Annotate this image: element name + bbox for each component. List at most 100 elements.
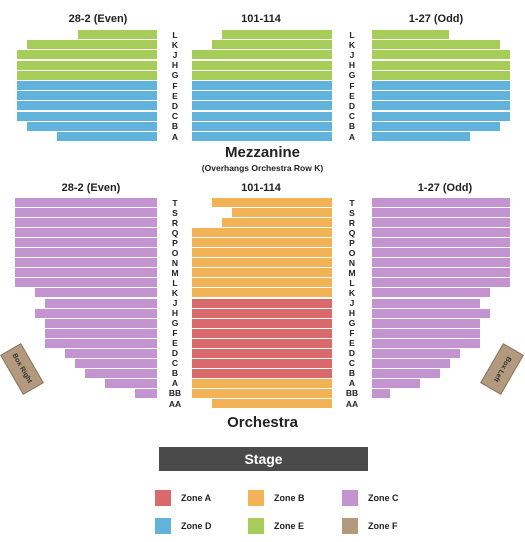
orch-center-row-AA[interactable] bbox=[212, 399, 332, 408]
orch-center-row-BB[interactable] bbox=[192, 388, 332, 398]
orch-left-row-D[interactable] bbox=[65, 348, 157, 358]
orch-center-row-A[interactable] bbox=[192, 378, 332, 388]
orch-left-row-F[interactable] bbox=[45, 328, 157, 338]
orch-left-row-T[interactable] bbox=[15, 198, 157, 207]
mezz-left-row-L[interactable] bbox=[78, 30, 157, 39]
orch-right-row-G[interactable] bbox=[372, 318, 480, 328]
orch-right-row-S[interactable] bbox=[372, 208, 510, 218]
mezz-left-row-K[interactable] bbox=[27, 40, 157, 50]
mezz-left-row-G[interactable] bbox=[17, 70, 157, 80]
mezz-right-row-L[interactable] bbox=[372, 30, 449, 39]
mezz-center-row-E[interactable] bbox=[192, 91, 332, 101]
mezz-center-row-K[interactable] bbox=[212, 40, 332, 50]
mezz-right-row-H[interactable] bbox=[372, 60, 510, 70]
orch-center-row-H[interactable] bbox=[192, 308, 332, 318]
mezz-center-row-B[interactable] bbox=[192, 121, 332, 131]
orch-right-row-BB[interactable] bbox=[372, 388, 390, 398]
orch-center-row-S[interactable] bbox=[232, 208, 332, 218]
legend-zone-c[interactable]: Zone C bbox=[342, 490, 399, 506]
mezz-left-row-C[interactable] bbox=[17, 111, 157, 121]
box-left[interactable]: Box Left bbox=[480, 343, 524, 395]
orch-left-row-N[interactable] bbox=[15, 258, 157, 268]
orch-right-row-N[interactable] bbox=[372, 258, 510, 268]
orch-center-row-P[interactable] bbox=[192, 238, 332, 248]
mezz-right-row-E[interactable] bbox=[372, 91, 510, 101]
mezz-left-row-D[interactable] bbox=[17, 101, 157, 111]
orch-right-row-H[interactable] bbox=[372, 308, 490, 318]
mezz-right-row-G[interactable] bbox=[372, 70, 510, 80]
orch-left-row-E[interactable] bbox=[45, 338, 157, 348]
orch-center-row-R[interactable] bbox=[222, 218, 332, 228]
mezz-left-row-J[interactable] bbox=[17, 50, 157, 60]
orch-center-row-N[interactable] bbox=[192, 258, 332, 268]
mezz-center-row-G[interactable] bbox=[192, 70, 332, 80]
orch-left-row-P[interactable] bbox=[15, 238, 157, 248]
orch-right-row-C[interactable] bbox=[372, 358, 450, 368]
orch-right-row-Q[interactable] bbox=[372, 228, 510, 238]
orch-right-row-E[interactable] bbox=[372, 338, 480, 348]
legend-zone-d[interactable]: Zone D bbox=[155, 518, 212, 534]
mezz-right-row-J[interactable] bbox=[372, 50, 510, 60]
legend-zone-e[interactable]: Zone E bbox=[248, 518, 304, 534]
mezz-left-row-E[interactable] bbox=[17, 91, 157, 101]
orch-right-row-R[interactable] bbox=[372, 218, 510, 228]
legend-zone-a[interactable]: Zone A bbox=[155, 490, 211, 506]
orch-center-row-C[interactable] bbox=[192, 358, 332, 368]
orch-right-row-J[interactable] bbox=[372, 298, 480, 308]
orch-center-row-Q[interactable] bbox=[192, 228, 332, 238]
mezz-right-row-A[interactable] bbox=[372, 132, 470, 141]
orch-center-row-F[interactable] bbox=[192, 328, 332, 338]
orch-right-row-O[interactable] bbox=[372, 248, 510, 258]
orch-left-row-M[interactable] bbox=[15, 268, 157, 278]
orch-left-row-Q[interactable] bbox=[15, 228, 157, 238]
orch-center-row-L[interactable] bbox=[192, 278, 332, 288]
mezz-center-row-F[interactable] bbox=[192, 81, 332, 90]
legend-zone-b[interactable]: Zone B bbox=[248, 490, 305, 506]
orch-center-row-J[interactable] bbox=[192, 298, 332, 308]
orch-center-row-B[interactable] bbox=[192, 368, 332, 378]
orch-left-row-BB[interactable] bbox=[135, 388, 157, 398]
orch-center-row-K[interactable] bbox=[192, 288, 332, 298]
orch-left-row-H[interactable] bbox=[35, 308, 157, 318]
orch-right-row-F[interactable] bbox=[372, 328, 480, 338]
box-right[interactable]: Box Right bbox=[0, 343, 44, 395]
orch-center-row-O[interactable] bbox=[192, 248, 332, 258]
mezz-left-row-F[interactable] bbox=[17, 81, 157, 90]
orch-right-row-D[interactable] bbox=[372, 348, 460, 358]
orch-left-row-B[interactable] bbox=[85, 368, 157, 378]
mezz-left-row-A[interactable] bbox=[57, 132, 157, 141]
mezz-center-row-J[interactable] bbox=[192, 50, 332, 60]
orch-left-row-O[interactable] bbox=[15, 248, 157, 258]
orch-right-row-P[interactable] bbox=[372, 238, 510, 248]
orch-center-row-D[interactable] bbox=[192, 348, 332, 358]
orch-left-row-C[interactable] bbox=[75, 358, 157, 368]
orch-left-row-S[interactable] bbox=[15, 208, 157, 218]
mezz-right-row-D[interactable] bbox=[372, 101, 510, 111]
orch-right-row-B[interactable] bbox=[372, 368, 440, 378]
orch-left-row-K[interactable] bbox=[35, 288, 157, 298]
mezz-center-row-H[interactable] bbox=[192, 60, 332, 70]
orch-left-row-R[interactable] bbox=[15, 218, 157, 228]
orch-left-row-A[interactable] bbox=[105, 378, 157, 388]
orch-right-row-T[interactable] bbox=[372, 198, 510, 207]
orch-left-row-G[interactable] bbox=[45, 318, 157, 328]
orch-right-row-K[interactable] bbox=[372, 288, 490, 298]
mezz-right-row-F[interactable] bbox=[372, 81, 510, 90]
orch-left-row-L[interactable] bbox=[15, 278, 157, 288]
mezz-center-row-D[interactable] bbox=[192, 101, 332, 111]
orch-center-row-M[interactable] bbox=[192, 268, 332, 278]
mezz-center-row-C[interactable] bbox=[192, 111, 332, 121]
orch-center-row-T[interactable] bbox=[212, 198, 332, 207]
orch-right-row-L[interactable] bbox=[372, 278, 510, 288]
mezz-left-row-H[interactable] bbox=[17, 60, 157, 70]
mezz-center-row-L[interactable] bbox=[222, 30, 332, 39]
mezz-center-row-A[interactable] bbox=[192, 132, 332, 141]
orch-center-row-E[interactable] bbox=[192, 338, 332, 348]
orch-left-row-J[interactable] bbox=[45, 298, 157, 308]
legend-zone-f[interactable]: Zone F bbox=[342, 518, 398, 534]
mezz-left-row-B[interactable] bbox=[27, 121, 157, 131]
mezz-right-row-B[interactable] bbox=[372, 121, 500, 131]
orch-right-row-M[interactable] bbox=[372, 268, 510, 278]
mezz-right-row-C[interactable] bbox=[372, 111, 510, 121]
orch-right-row-A[interactable] bbox=[372, 378, 420, 388]
